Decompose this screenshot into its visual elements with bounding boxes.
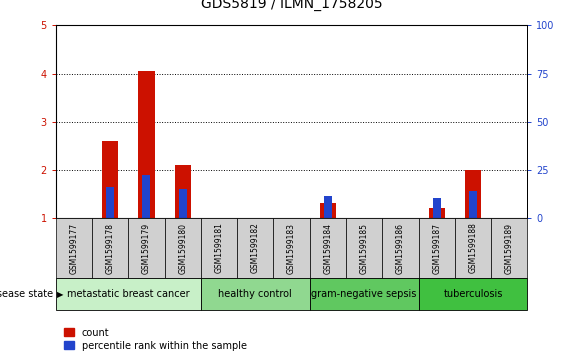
Bar [128,218,165,278]
Bar [201,218,237,278]
Bar [382,218,418,278]
Text: GSM1599182: GSM1599182 [251,223,260,273]
Text: disease state: disease state [0,289,53,299]
Bar [465,170,481,218]
Bar [309,218,346,278]
Text: GSM1599188: GSM1599188 [468,223,478,273]
Text: GSM1599180: GSM1599180 [178,223,187,274]
Bar [142,175,151,218]
Bar [274,218,309,278]
Bar [102,141,118,218]
Bar [237,218,274,278]
Bar [92,218,128,278]
Text: GSM1599179: GSM1599179 [142,223,151,274]
Bar [56,218,92,278]
Text: GSM1599181: GSM1599181 [214,223,223,273]
Bar [432,197,441,218]
Bar [428,208,445,218]
Text: GSM1599178: GSM1599178 [105,223,115,274]
Text: GSM1599177: GSM1599177 [69,223,79,274]
Text: gram-negative sepsis: gram-negative sepsis [311,289,417,299]
Text: GDS5819 / ILMN_1758205: GDS5819 / ILMN_1758205 [201,0,382,11]
Text: GSM1599184: GSM1599184 [323,223,332,274]
Legend: count, percentile rank within the sample: count, percentile rank within the sample [60,324,251,355]
Bar [491,218,527,278]
Bar [455,218,491,278]
Bar [418,218,455,278]
Text: tuberculosis: tuberculosis [443,289,503,299]
Bar [346,218,382,278]
Bar [106,187,114,218]
Text: GSM1599185: GSM1599185 [360,223,369,274]
Bar [56,278,201,310]
Text: GSM1599186: GSM1599186 [396,223,405,274]
Bar [201,278,309,310]
Bar [319,203,336,218]
Bar [165,218,201,278]
Text: GSM1599189: GSM1599189 [505,223,514,274]
Bar [324,196,332,218]
Bar [309,278,418,310]
Bar [418,278,527,310]
Bar [138,71,155,218]
Bar [469,191,477,218]
Text: GSM1599183: GSM1599183 [287,223,296,274]
Text: GSM1599187: GSM1599187 [432,223,441,274]
Bar [179,189,187,218]
Text: metastatic breast cancer: metastatic breast cancer [67,289,189,299]
Bar [175,165,191,218]
Text: ▶: ▶ [57,290,63,298]
Text: healthy control: healthy control [219,289,292,299]
